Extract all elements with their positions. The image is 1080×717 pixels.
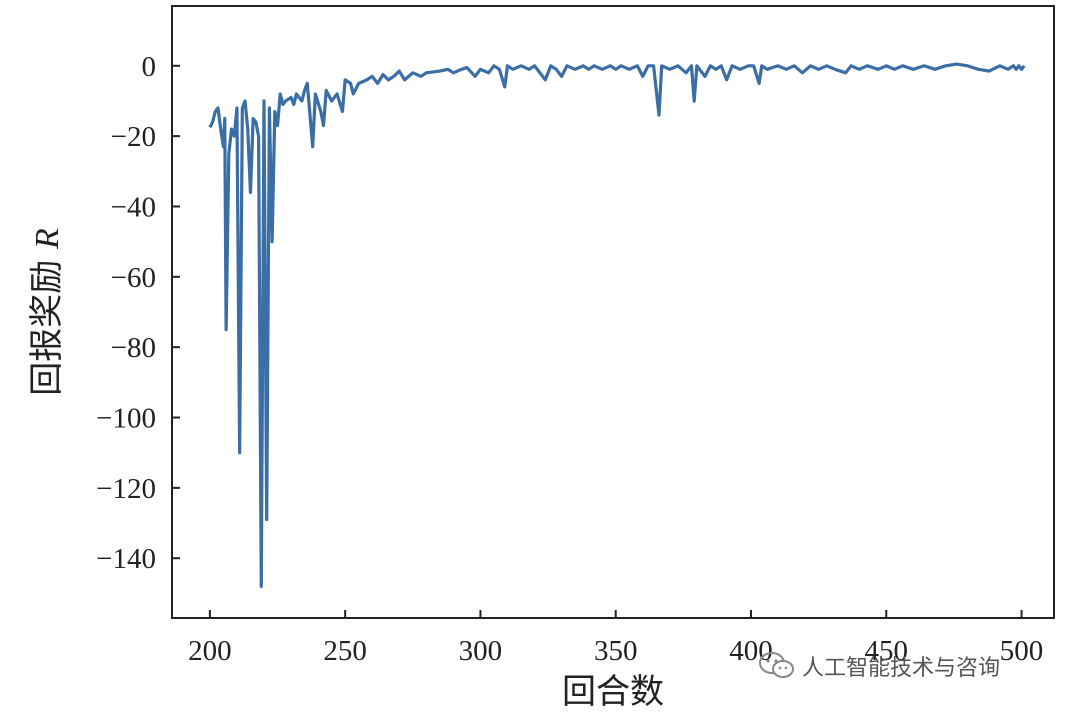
- x-axis-ticks: 200 250 300 350 400 450 500: [188, 610, 1043, 667]
- y-tick-label: −40: [111, 191, 156, 223]
- wechat-icon: [759, 652, 794, 678]
- x-tick-label: 200: [188, 635, 232, 667]
- x-tick-label: 350: [594, 635, 638, 667]
- y-tick-label: −100: [96, 403, 156, 435]
- x-tick-label: 400: [729, 635, 773, 667]
- watermark: 人工智能技术与咨询: [758, 650, 1000, 682]
- x-tick-label: 450: [865, 635, 909, 667]
- x-tick-label: 300: [459, 635, 503, 667]
- reward-series-line: [208, 62, 1026, 588]
- y-axis-title-italic: R: [29, 228, 66, 250]
- y-axis-title: 回报奖励 R: [27, 228, 67, 396]
- watermark-text: 人工智能技术与咨询: [802, 656, 1001, 681]
- x-tick-label: 500: [1000, 635, 1044, 667]
- plot-area-frame: [171, 5, 1055, 619]
- y-axis-title-main: 回报奖励: [27, 249, 67, 396]
- y-tick-label: −140: [96, 543, 156, 575]
- y-tick-label: −120: [96, 473, 156, 505]
- reward-series-points: [209, 64, 1025, 587]
- x-axis-title: 回合数: [562, 672, 664, 712]
- y-tick-label: −60: [111, 262, 156, 294]
- y-axis-ticks: 0 −20 −40 −60 −80 −100 −120 −140: [96, 51, 180, 575]
- x-tick-label: 250: [323, 635, 367, 667]
- y-tick-label: 0: [142, 51, 157, 83]
- y-tick-label: −80: [111, 332, 156, 364]
- y-tick-label: −20: [111, 121, 156, 153]
